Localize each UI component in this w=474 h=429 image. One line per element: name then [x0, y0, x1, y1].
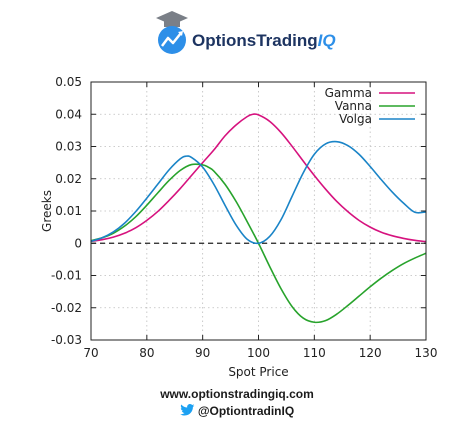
- x-tick-label: 100: [247, 346, 270, 360]
- series-line-volga: [90, 140, 427, 245]
- y-tick-label: 0.01: [55, 204, 82, 218]
- x-tick-label: 110: [303, 346, 326, 360]
- x-tick-label: 70: [83, 346, 98, 360]
- x-axis-label: Spot Price: [228, 365, 288, 379]
- x-ticks: 70 80 90 100 110 120 130: [83, 82, 437, 360]
- legend-label: Vanna: [335, 99, 372, 113]
- brand-name-part2: Trading: [256, 31, 317, 50]
- y-tick-label: 0.05: [55, 75, 82, 89]
- website-url[interactable]: www.optionstradingiq.com: [160, 387, 314, 401]
- y-tick-label: -0.01: [51, 269, 82, 283]
- twitter-bird-icon: [180, 404, 195, 416]
- y-tick-label: -0.02: [51, 301, 82, 315]
- x-tick-label: 80: [139, 346, 154, 360]
- brand-name-part3: IQ: [318, 31, 336, 50]
- svg-text:OptionsTradingIQ: OptionsTradingIQ: [192, 31, 336, 50]
- brand-name-part1: Options: [192, 31, 256, 50]
- y-tick-label: 0: [74, 236, 82, 250]
- series-line-vanna: [90, 163, 427, 324]
- y-tick-label: 0.02: [55, 172, 82, 186]
- y-ticks: -0.03 -0.02 -0.01 0 0.01 0.02 0.03 0.04 0.05: [51, 75, 426, 347]
- y-tick-label: -0.03: [51, 333, 82, 347]
- twitter-handle-row[interactable]: @OptiontradinIQ: [0, 404, 474, 418]
- legend-label: Gamma: [325, 86, 372, 100]
- x-tick-label: 90: [195, 346, 210, 360]
- y-tick-label: 0.04: [55, 107, 82, 121]
- series-line-gamma: [90, 113, 427, 243]
- twitter-handle: @OptiontradinIQ: [197, 404, 295, 418]
- series-lines: [90, 113, 427, 324]
- y-axis-label: Greeks: [40, 190, 54, 232]
- brand-logo: OptionsTradingIQ: [150, 8, 340, 60]
- x-tick-label: 120: [359, 346, 382, 360]
- x-tick-label: 130: [415, 346, 438, 360]
- y-tick-label: 0.03: [55, 140, 82, 154]
- legend-label: Volga: [339, 112, 372, 126]
